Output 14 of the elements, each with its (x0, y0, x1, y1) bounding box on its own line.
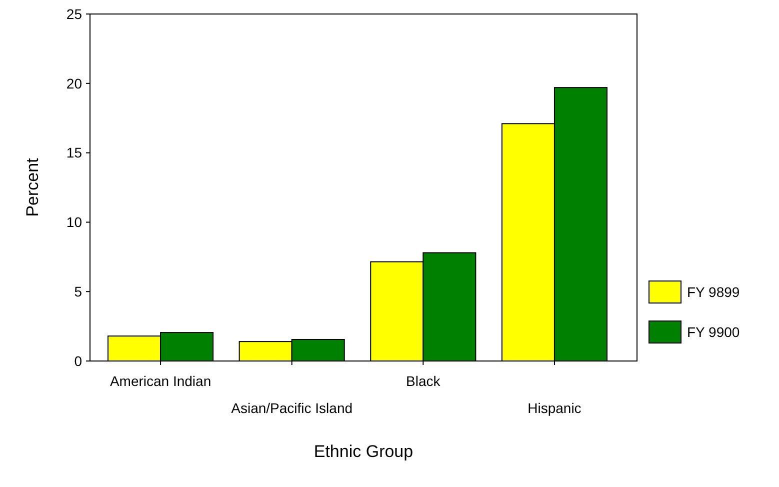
x-tick-label: Asian/Pacific Island (231, 400, 353, 416)
x-tick-label: Black (406, 373, 442, 389)
legend-label: FY 9899 (687, 284, 740, 300)
y-tick-label: 20 (66, 75, 82, 92)
y-tick-label: 10 (66, 214, 82, 230)
legend-label: FY 9900 (687, 324, 740, 340)
y-tick-label: 0 (74, 352, 82, 369)
x-axis-title: Ethnic Group (314, 442, 414, 461)
x-tick-label: American Indian (110, 373, 212, 389)
y-axis-title: Percent (23, 158, 42, 217)
y-tick-label: 5 (74, 284, 82, 300)
x-tick-label: Hispanic (528, 400, 582, 416)
y-tick-label: 25 (66, 6, 82, 22)
y-tick-label: 15 (66, 144, 82, 161)
